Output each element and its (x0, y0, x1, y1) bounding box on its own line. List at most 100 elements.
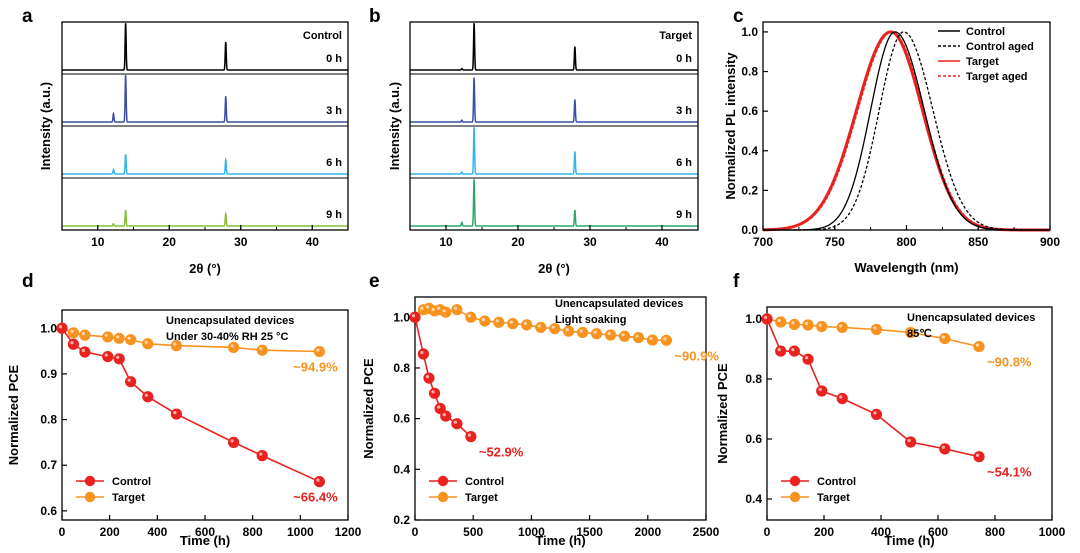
e-data-point-target (604, 329, 617, 341)
c-x-tick-label: 700 (753, 235, 773, 249)
d-data-point-target (142, 338, 154, 350)
f-data-point-control (836, 392, 848, 405)
f-y-tick-label: 0.8 (745, 372, 762, 386)
a-x-tick-label: 10 (91, 235, 105, 249)
b-y-axis-title: Intensity (a.u.) (387, 82, 402, 170)
f-x-tick-label: 0 (764, 525, 771, 539)
c-y-tick-label: 1.0 (741, 25, 758, 39)
f-data-point-highlight (763, 315, 768, 320)
e-data-point-highlight (453, 306, 458, 310)
f-series-line-control (766, 318, 980, 458)
e-data-point-highlight (649, 336, 653, 341)
e-final-label-control: ~52.9% (479, 445, 524, 460)
e-data-point-highlight (635, 334, 639, 338)
f-final-label-control: ~54.1% (987, 465, 1032, 480)
f-plot-frame (766, 306, 1053, 521)
d-data-point-highlight (81, 332, 85, 336)
d-data-point-highlight (127, 378, 131, 382)
e-legend-swatch-marker (437, 475, 449, 487)
e-data-point-control (423, 372, 435, 384)
d-final-label-target: ~94.9% (293, 360, 338, 375)
d-data-point-control (56, 322, 68, 334)
d-data-point-highlight (316, 348, 320, 352)
c-x-tick-label: 800 (896, 235, 916, 249)
f-data-point-control (775, 345, 787, 357)
f-legend-swatch-marker (789, 475, 801, 487)
a-series-label: 3 h (326, 105, 342, 117)
e-final-label-target: ~90.9% (674, 348, 719, 363)
e-data-point-control (428, 387, 441, 399)
e-data-point-highlight (442, 413, 446, 417)
e-data-point-highlight (437, 405, 441, 409)
e-x-tick-label: 2000 (634, 525, 661, 539)
d-data-point-highlight (116, 355, 120, 359)
f-legend-label: Control (817, 476, 856, 488)
b-panel-label: b (369, 6, 381, 27)
e-x-tick-label: 2500 (693, 525, 720, 539)
e-data-point-target (577, 326, 589, 339)
f-data-point-control (870, 408, 883, 420)
chart-panel-e: 0 500 1000 1500 2000 2500 0.2 0.4 0.6 0.8 1.0 e Time… (361, 271, 720, 548)
f-data-point-control (973, 451, 985, 463)
f-data-point-control (761, 313, 773, 325)
e-annotation-line: Light soaking (555, 314, 627, 326)
d-data-point-control (170, 408, 182, 420)
f-data-point-highlight (975, 453, 980, 457)
a-sample-title: Control (303, 30, 342, 42)
f-data-point-control (905, 436, 917, 448)
e-x-tick-label: 0 (412, 525, 419, 539)
d-data-point-control (79, 346, 91, 358)
d-data-point-control (142, 391, 154, 403)
e-data-point-highlight (467, 314, 471, 318)
f-data-point-highlight (941, 335, 945, 339)
b-sample-title: Target (659, 30, 692, 42)
e-data-point-highlight (565, 328, 569, 332)
f-data-point-control (788, 345, 800, 357)
d-data-point-control (256, 450, 268, 462)
e-data-point-target (507, 318, 519, 330)
d-x-tick-label: 1000 (287, 525, 314, 539)
e-data-point-highlight (495, 319, 499, 323)
c-x-tick-label: 850 (968, 235, 988, 249)
d-data-point-highlight (230, 439, 234, 443)
e-x-tick-label: 1000 (518, 525, 545, 539)
f-x-axis-title: Time (h) (884, 533, 934, 548)
d-y-tick-label: 0.9 (40, 367, 57, 381)
e-legend-label: Control (465, 476, 504, 488)
a-x-tick-label: 20 (163, 235, 177, 249)
f-data-point-highlight (907, 329, 911, 333)
e-y-tick-label: 0.4 (393, 462, 410, 476)
e-data-point-highlight (437, 306, 441, 310)
c-x-tick-label: 750 (825, 235, 845, 249)
f-y-tick-label: 1.0 (745, 312, 762, 326)
e-data-point-highlight (420, 350, 424, 355)
d-x-tick-label: 0 (59, 525, 66, 539)
f-data-point-highlight (804, 356, 809, 360)
f-data-point-target (788, 318, 800, 330)
d-data-point-highlight (70, 329, 74, 333)
d-data-point-target (228, 341, 240, 354)
e-y-tick-label: 1.0 (393, 310, 410, 324)
f-data-point-highlight (839, 395, 843, 399)
c-series-control (763, 31, 1050, 231)
d-legend-swatch-marker (84, 475, 96, 487)
c-panel-label: c (733, 6, 744, 27)
f-data-point-highlight (907, 438, 911, 443)
b-x-tick-label: 30 (583, 235, 597, 249)
f-data-point-highlight (777, 348, 781, 352)
a-series-9h (62, 209, 348, 227)
e-x-tick-label: 500 (463, 525, 483, 539)
d-data-point-highlight (259, 452, 263, 456)
a-series-6h (62, 154, 348, 175)
d-data-point-highlight (144, 393, 148, 397)
c-y-tick-label: 0.6 (741, 104, 758, 118)
c-x-axis-title: Wavelength (nm) (854, 260, 958, 275)
b-x-tick-label: 20 (511, 235, 525, 249)
e-data-point-highlight (425, 374, 430, 379)
e-data-point-control (440, 410, 452, 422)
f-data-point-target (836, 321, 848, 333)
a-x-axis-title: 2θ (°) (189, 261, 221, 276)
d-x-axis-title: Time (h) (180, 533, 230, 548)
e-legend-swatch-marker (437, 491, 449, 503)
